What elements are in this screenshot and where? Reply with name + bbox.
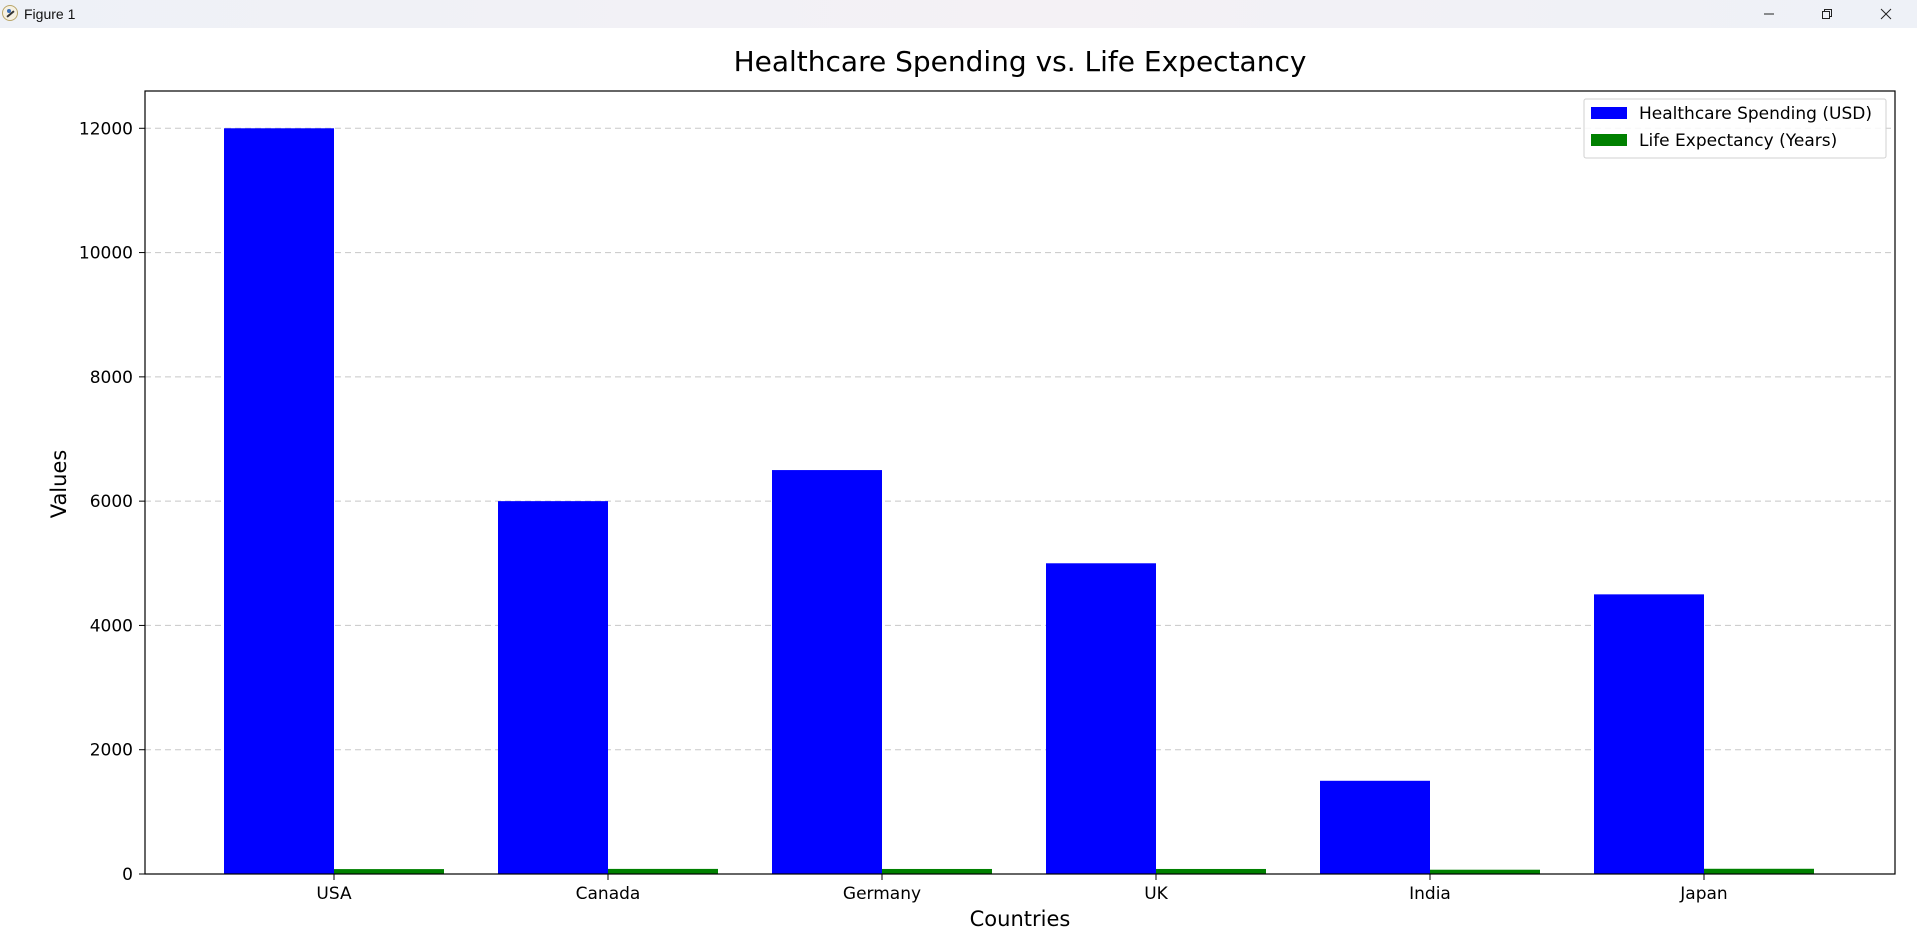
chart-title: Healthcare Spending vs. Life Expectancy: [734, 45, 1307, 78]
minimize-icon: [1764, 13, 1774, 15]
bar-healthcare-spending-germany: [772, 470, 882, 874]
x-tick-label: India: [1409, 884, 1451, 904]
y-tick-label: 2000: [90, 741, 133, 761]
bar-life-expectancy-japan: [1704, 868, 1814, 874]
y-tick-label: 4000: [90, 616, 133, 636]
close-button[interactable]: [1857, 0, 1915, 28]
x-axis: USA Canada Germany UK India Japan: [316, 874, 1728, 904]
restore-button[interactable]: [1798, 0, 1856, 28]
restore-icon: [1822, 9, 1832, 19]
bar-healthcare-spending-japan: [1594, 594, 1704, 874]
bar-healthcare-spending-india: [1320, 780, 1430, 874]
bar-life-expectancy-india: [1430, 869, 1540, 874]
plot-area-frame: [144, 90, 1896, 875]
y-tick-label: 10000: [79, 244, 133, 264]
bar-life-expectancy-uk: [1156, 868, 1266, 874]
x-axis-label: Countries: [970, 907, 1071, 931]
bars: [224, 128, 1814, 874]
window-title: Figure 1: [24, 6, 76, 22]
x-tick-label: USA: [316, 884, 352, 904]
legend-swatch-spending: [1591, 107, 1627, 119]
bar-life-expectancy-canada: [608, 868, 718, 874]
y-tick-label: 0: [122, 865, 133, 885]
minimize-button[interactable]: [1740, 0, 1798, 28]
title-bar: Figure 1: [0, 0, 1917, 28]
legend-frame: [1583, 98, 1887, 159]
legend-label-spending: Healthcare Spending (USD): [1639, 104, 1872, 124]
y-axis-label: Values: [47, 450, 71, 519]
y-tick-label: 6000: [90, 492, 133, 512]
bar-life-expectancy-germany: [882, 868, 992, 874]
bar-healthcare-spending-usa: [224, 128, 334, 874]
bar-life-expectancy-usa: [334, 869, 444, 874]
bar-healthcare-spending-uk: [1046, 563, 1156, 874]
grid-lines: [145, 127, 1895, 751]
matplotlib-app-icon: [2, 5, 18, 21]
y-tick-label: 12000: [79, 119, 133, 139]
legend-swatch-life-expectancy: [1591, 134, 1627, 146]
x-tick-label: Germany: [843, 884, 921, 904]
legend-label-life-expectancy: Life Expectancy (Years): [1639, 131, 1837, 151]
y-tick-label: 8000: [90, 368, 133, 388]
x-tick-label: Canada: [576, 884, 641, 904]
close-icon: [1880, 8, 1892, 20]
bar-healthcare-spending-canada: [498, 501, 608, 874]
chart: 0 2000 4000 6000 8000 10000 12000 USA Canada Ger…: [47, 45, 1896, 931]
y-axis: 0 2000 4000 6000 8000 10000 12000: [79, 119, 145, 885]
x-tick-label: Japan: [1679, 884, 1727, 904]
legend: Healthcare Spending (USD) Life Expectanc…: [1583, 98, 1887, 159]
x-tick-label: UK: [1144, 884, 1168, 904]
